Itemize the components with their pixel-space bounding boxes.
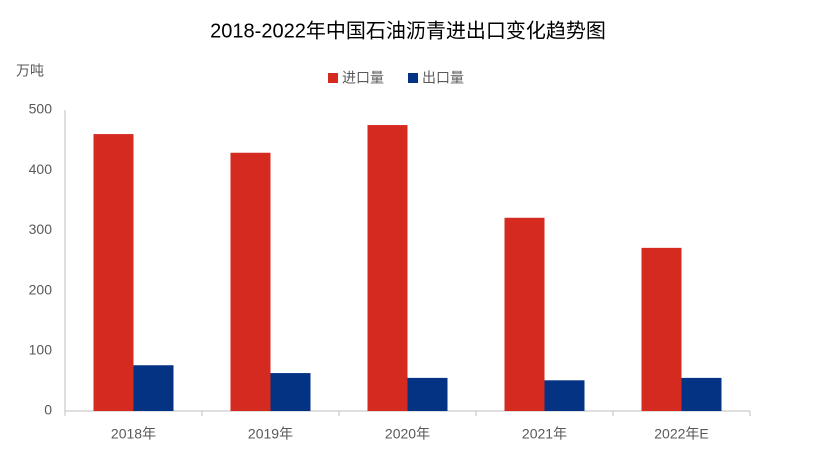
bar (133, 365, 174, 411)
x-tick-label: 2021年 (522, 426, 567, 442)
y-axis-label: 万吨 (16, 63, 44, 79)
chart-title: 2018-2022年中国石油沥青进出口变化趋势图 (210, 19, 606, 42)
x-tick-label: 2020年 (385, 426, 430, 442)
bar (641, 247, 682, 411)
bar (367, 125, 408, 412)
bar (93, 134, 134, 411)
y-tick-label: 400 (29, 161, 53, 177)
legend-label: 进口量 (342, 70, 384, 86)
y-tick-label: 200 (29, 281, 53, 297)
bar (681, 377, 722, 411)
y-tick-label: 300 (29, 221, 53, 237)
x-tick-label: 2022年E (654, 426, 708, 442)
y-tick-label: 500 (29, 101, 53, 117)
y-tick-label: 0 (44, 402, 52, 418)
x-tick-label: 2018年 (111, 426, 156, 442)
legend-swatch (408, 73, 418, 83)
bar (504, 217, 545, 411)
bar (270, 373, 311, 411)
bar (230, 152, 271, 411)
legend-label: 出口量 (422, 70, 464, 86)
y-tick-label: 100 (29, 342, 53, 358)
x-tick-label: 2019年 (248, 426, 293, 442)
bar (407, 377, 448, 411)
legend-swatch (328, 73, 338, 83)
bar (544, 380, 585, 411)
